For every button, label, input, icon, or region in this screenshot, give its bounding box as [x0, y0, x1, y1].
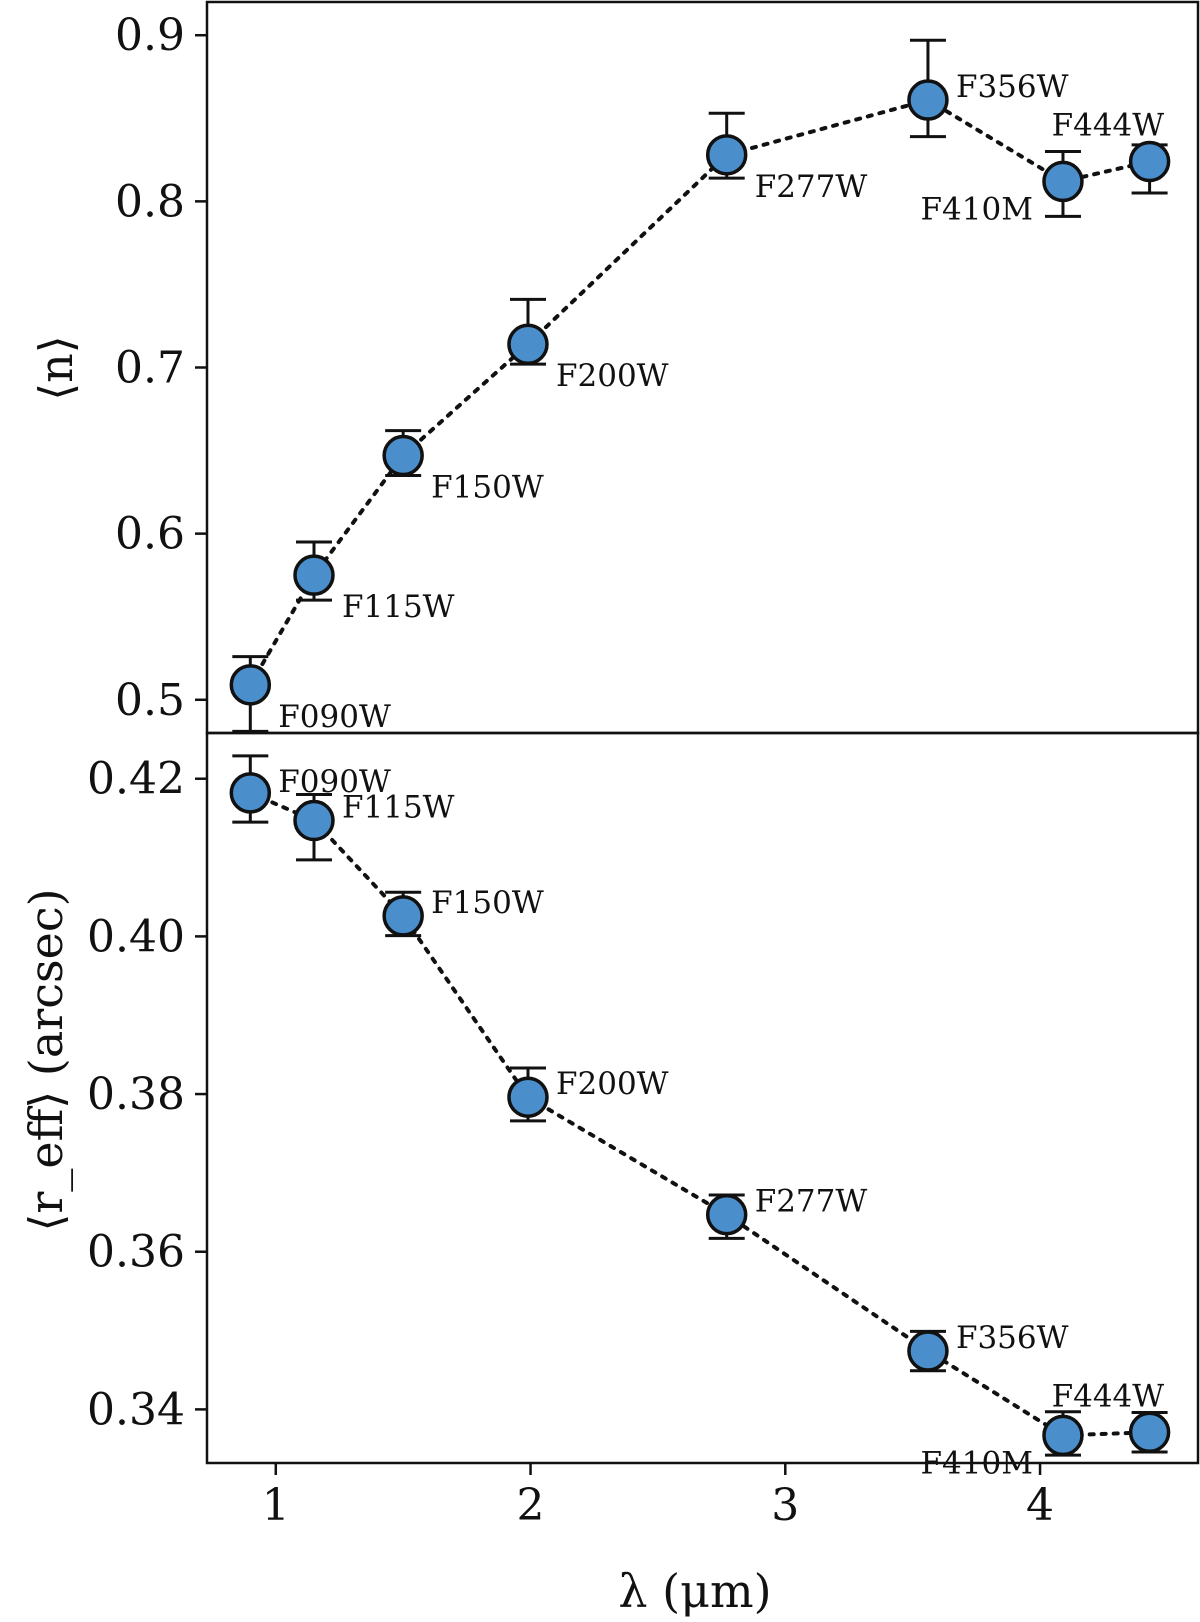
- x-tick-label: 3: [771, 1480, 799, 1531]
- bottom-label-f115w: F115W: [342, 790, 455, 826]
- x-tick-label: 2: [517, 1480, 545, 1531]
- top-label-f444w: F444W: [1052, 107, 1165, 143]
- bottom-point-f150w: [382, 895, 424, 937]
- top-label-f356w: F356W: [956, 69, 1069, 105]
- bottom-y-tick-label: 0.34: [87, 1384, 185, 1435]
- bottom-label-f150w: F150W: [431, 885, 544, 921]
- bottom-y-tick-label: 0.42: [87, 754, 185, 805]
- x-tick-label: 1: [262, 1480, 290, 1531]
- top-point-f200w: [507, 323, 549, 365]
- top-y-axis-label: ⟨n⟩: [29, 335, 83, 401]
- top-series-line: [248, 97, 1152, 687]
- bottom-y-tick-label: 0.38: [87, 1069, 185, 1120]
- bottom-point-f090w: [229, 772, 272, 814]
- bottom-point-f356w: [907, 1330, 949, 1372]
- x-axis: 1 2 3 4: [262, 1463, 1054, 1531]
- top-y-tick-label: 0.8: [115, 176, 185, 227]
- bottom-point-f115w: [293, 799, 335, 842]
- x-axis-label: λ (μm): [618, 1564, 771, 1618]
- bottom-label-f356w: F356W: [956, 1320, 1069, 1356]
- top-point-f356w: [907, 79, 949, 121]
- bottom-y-tick-label: 0.40: [87, 911, 185, 962]
- top-y-tick-label: 0.6: [115, 509, 185, 560]
- bottom-label-f410m: F410M: [921, 1445, 1033, 1481]
- bottom-label-f200w: F200W: [556, 1066, 669, 1102]
- sersic-index-panel: 0.5 0.6 0.7 0.8 0.9 F090W F115W F150W F200W F277W…: [115, 0, 1200, 735]
- bottom-panel-frame: [205, 731, 1200, 1465]
- top-y-tick-label: 0.9: [115, 10, 185, 61]
- top-label-f410m: F410M: [921, 191, 1033, 227]
- top-label-f200w: F200W: [556, 358, 669, 394]
- top-label-f277w: F277W: [755, 169, 868, 205]
- top-point-f150w: [382, 434, 424, 477]
- top-y-tick-label: 0.5: [115, 675, 185, 726]
- bottom-label-f277w: F277W: [755, 1184, 868, 1220]
- bottom-y-axis-label: ⟨r_eff⟩ (arcsec): [19, 888, 73, 1231]
- bottom-label-f090w: F090W: [278, 764, 391, 800]
- top-label-f150w: F150W: [431, 470, 544, 506]
- top-point-f115w: [293, 554, 335, 596]
- top-point-f090w: [229, 664, 272, 706]
- top-label-f115w: F115W: [342, 589, 455, 625]
- top-point-f277w: [705, 134, 748, 176]
- x-tick-label: 4: [1026, 1480, 1054, 1531]
- bottom-point-f200w: [507, 1076, 549, 1118]
- top-y-tick-label: 0.7: [115, 343, 185, 394]
- bottom-y-tick-label: 0.36: [87, 1227, 185, 1278]
- bottom-point-f444w: [1128, 1411, 1171, 1454]
- top-point-f444w: [1128, 140, 1171, 183]
- top-point-f410m: [1042, 160, 1084, 203]
- bottom-point-f277w: [705, 1193, 748, 1236]
- bottom-label-f444w: F444W: [1052, 1378, 1165, 1414]
- top-label-f090w: F090W: [278, 699, 391, 735]
- bottom-point-f410m: [1042, 1414, 1084, 1457]
